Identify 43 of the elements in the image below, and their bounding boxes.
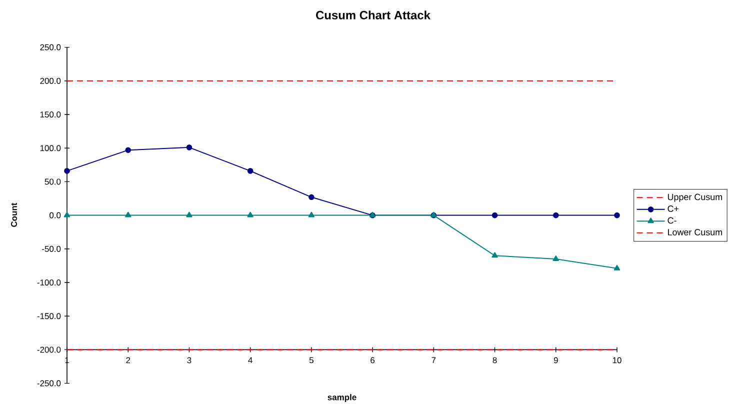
y-tick-label: -150.0	[37, 313, 61, 320]
x-tick-label: 10	[612, 357, 622, 364]
y-tick-label: 0.0	[50, 212, 61, 218]
chart-title: Cusum Chart Attack	[316, 10, 430, 20]
x-tick-label: 5	[309, 357, 314, 364]
point	[125, 212, 132, 218]
point	[125, 147, 132, 154]
y-tick-label: 50.0	[44, 178, 61, 185]
point	[552, 255, 559, 261]
point	[492, 212, 498, 218]
x-tick-label: 7	[432, 357, 436, 364]
y-tick-label: -100.0	[37, 280, 61, 286]
point	[186, 212, 192, 218]
point	[614, 212, 620, 218]
point	[186, 144, 192, 150]
point	[64, 212, 70, 218]
point	[492, 252, 498, 258]
point	[247, 168, 254, 174]
point	[247, 212, 254, 218]
x-tick-label: 9	[554, 357, 558, 364]
y-tick-label: -250.0	[37, 380, 61, 386]
x-tick-label: 2	[126, 357, 130, 364]
y-tick-label: 200.0	[40, 78, 61, 84]
point	[64, 168, 70, 174]
y-tick-label: -50.0	[42, 246, 61, 252]
x-tick-label: 3	[187, 357, 192, 364]
x-tick-label: 4	[248, 357, 252, 364]
x-tick-label: 6	[370, 357, 375, 364]
y-tick-label: 100.0	[40, 145, 61, 152]
point	[552, 212, 559, 218]
y-axis-title: Count	[11, 202, 17, 227]
y-tick-label: -200.0	[37, 346, 61, 353]
point	[308, 212, 315, 218]
y-tick-label: 250.0	[40, 44, 61, 50]
legend-label: C+	[668, 206, 679, 212]
legend-label: C-	[668, 217, 676, 224]
point	[308, 194, 314, 200]
x-axis-title: sample	[328, 394, 356, 402]
legend-label: Lower Cusum	[668, 229, 722, 236]
y-tick-label: 150.0	[40, 112, 61, 118]
x-tick-label: 8	[492, 357, 497, 364]
legend-label: Upper Cusum	[668, 194, 722, 202]
point	[614, 264, 620, 270]
